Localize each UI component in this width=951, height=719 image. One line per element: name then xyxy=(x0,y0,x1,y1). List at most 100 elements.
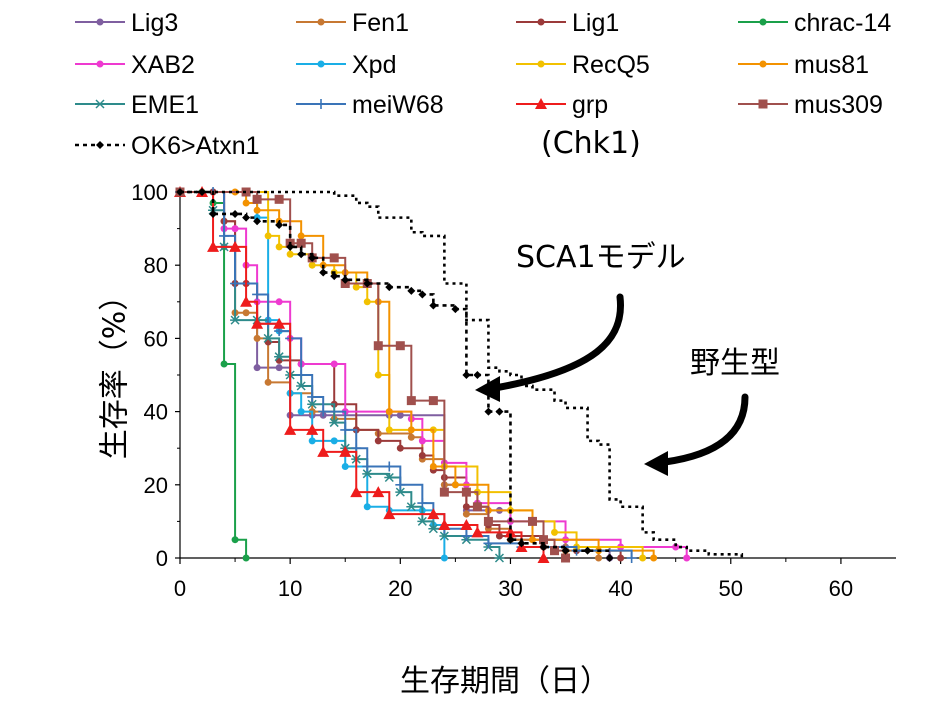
data-point xyxy=(506,535,515,544)
sca1-model-annotation: SCA1モデル xyxy=(516,240,686,275)
y-tick-label: 60 xyxy=(144,326,168,351)
data-point xyxy=(220,360,228,368)
data-point xyxy=(297,408,305,416)
data-point xyxy=(253,334,261,342)
y-tick-label: 0 xyxy=(156,546,168,571)
data-point xyxy=(274,194,284,204)
data-point xyxy=(605,554,614,562)
data-point xyxy=(319,268,328,277)
legend-label: Lig3 xyxy=(131,9,178,37)
data-point xyxy=(240,295,253,307)
series-line xyxy=(180,191,567,558)
data-point xyxy=(329,418,340,428)
data-point xyxy=(427,508,440,520)
data-point xyxy=(363,298,371,306)
data-point xyxy=(273,317,286,329)
legend-label: chrac-14 xyxy=(794,9,891,37)
data-point xyxy=(329,253,339,263)
data-point xyxy=(438,519,451,531)
x-tick-label: 50 xyxy=(719,576,743,601)
wild-type-arrow-icon xyxy=(644,393,749,476)
legend-item: Lig1 xyxy=(516,9,619,37)
data-point xyxy=(339,445,352,457)
legend-marker xyxy=(758,99,768,109)
data-point xyxy=(253,206,261,214)
data-point xyxy=(396,444,404,452)
data-point xyxy=(275,356,283,364)
data-point xyxy=(537,552,550,563)
data-point xyxy=(362,469,373,479)
chk1-annotation: (Chk1) xyxy=(541,126,641,161)
data-point xyxy=(207,240,220,252)
data-point xyxy=(517,539,526,548)
data-point xyxy=(650,554,658,562)
legend-label: Xpd xyxy=(352,51,396,79)
data-point xyxy=(275,243,283,251)
data-point xyxy=(429,301,438,310)
data-point xyxy=(617,554,625,562)
legend-label: meiW68 xyxy=(352,91,444,119)
legend-item: RecQ5 xyxy=(516,51,650,79)
data-point xyxy=(407,426,415,434)
data-point xyxy=(264,378,272,386)
data-point xyxy=(263,333,274,343)
data-point xyxy=(330,272,339,281)
data-point xyxy=(484,407,493,416)
data-point xyxy=(462,510,470,518)
x-axis-label: 生存期間（日） xyxy=(400,664,610,699)
data-point xyxy=(275,298,283,306)
data-point xyxy=(451,481,459,489)
data-point xyxy=(330,360,338,368)
data-point xyxy=(384,472,395,483)
data-point xyxy=(395,479,406,490)
data-point xyxy=(352,283,360,291)
series-line xyxy=(180,190,611,558)
legend-marker xyxy=(759,60,767,68)
legend-marker xyxy=(759,18,767,26)
data-point xyxy=(264,338,272,346)
data-point xyxy=(275,364,283,372)
data-point xyxy=(550,546,560,556)
legend-label: mus309 xyxy=(794,91,883,119)
legend-item: EME1 xyxy=(75,91,199,119)
legend: Lig3 Fen1 Lig1 chrac-14 XAB2 Xpd RecQ5 mus81 EME… xyxy=(75,9,891,160)
data-point xyxy=(471,526,484,538)
data-point xyxy=(286,250,294,258)
data-point xyxy=(504,526,517,538)
legend-label: Fen1 xyxy=(352,9,409,37)
data-point xyxy=(483,538,494,549)
data-point xyxy=(683,554,691,562)
data-point xyxy=(384,461,395,472)
data-point xyxy=(296,238,306,248)
legend-item: mus81 xyxy=(738,51,869,79)
data-point xyxy=(639,554,647,562)
y-tick-label: 20 xyxy=(144,473,168,498)
plot-area xyxy=(174,186,749,563)
data-point xyxy=(385,283,394,292)
data-point xyxy=(495,532,503,540)
legend-marker xyxy=(537,60,545,68)
data-point xyxy=(253,217,262,226)
legend-item: mus309 xyxy=(738,91,883,119)
data-point xyxy=(341,463,349,470)
data-point xyxy=(461,487,471,497)
data-point xyxy=(317,445,330,457)
x-tick-label: 30 xyxy=(498,576,522,601)
data-point xyxy=(539,535,549,545)
data-point xyxy=(230,278,241,289)
legend-marker xyxy=(96,141,104,149)
data-point xyxy=(373,341,383,351)
data-point xyxy=(264,232,272,240)
data-point xyxy=(407,433,415,441)
data-point xyxy=(362,461,373,472)
data-point xyxy=(284,423,297,435)
data-point xyxy=(473,371,482,379)
data-point xyxy=(230,315,241,325)
data-point xyxy=(383,508,396,520)
data-point xyxy=(286,242,295,251)
data-point xyxy=(242,554,250,562)
legend-label: EME1 xyxy=(131,91,199,119)
legend-item: Fen1 xyxy=(296,9,409,37)
data-point xyxy=(308,253,317,262)
legend-label: RecQ5 xyxy=(572,51,650,79)
